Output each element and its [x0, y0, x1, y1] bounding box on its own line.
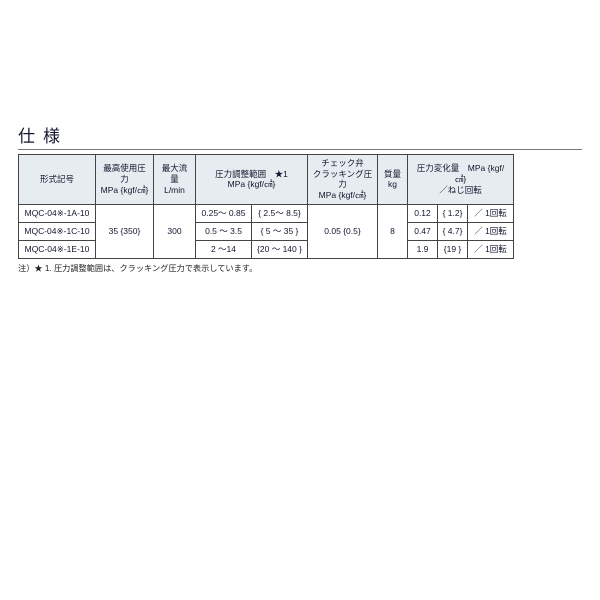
- col-max-pressure-l1: 最高使用圧力: [103, 163, 146, 184]
- cell-dp-kgf: { 1.2}: [438, 204, 468, 222]
- col-dp: 圧力変化量 MPa {kgf/㎠} ／ねじ回転: [408, 155, 514, 205]
- cell-cracking: 0.05 {0.5}: [308, 204, 378, 258]
- cell-adj-kgf: { 2.5～ 8.5}: [252, 204, 308, 222]
- col-mass-l2: kg: [388, 179, 397, 189]
- col-max-flow-l2: L/min: [164, 185, 185, 195]
- cell-dp-rot: ／ 1回転: [468, 204, 514, 222]
- col-mass: 質量 kg: [378, 155, 408, 205]
- cell-max-flow: 300: [154, 204, 196, 258]
- cell-adj-kgf: {20 ～ 140 }: [252, 240, 308, 258]
- heading-row: 仕様: [18, 122, 582, 150]
- cell-dp-mpa: 1.9: [408, 240, 438, 258]
- cell-dp-mpa: 0.12: [408, 204, 438, 222]
- cell-dp-mpa: 0.47: [408, 222, 438, 240]
- col-max-pressure-l2: MPa {kgf/㎠}: [101, 185, 149, 195]
- page: 仕様 形式記号 最高使用圧力 MPa {kgf/㎠} 最大流量: [0, 0, 600, 600]
- col-max-flow: 最大流量 L/min: [154, 155, 196, 205]
- col-dp-l2: ／ねじ回転: [439, 185, 482, 195]
- col-mass-l1: 質量: [384, 169, 401, 179]
- col-cracking-l1: チェック弁: [321, 158, 364, 168]
- col-cracking: チェック弁 クラッキング圧力 MPa {kgf/㎠}: [308, 155, 378, 205]
- cell-adj-mpa: 0.5 ～ 3.5: [196, 222, 252, 240]
- col-max-pressure: 最高使用圧力 MPa {kgf/㎠}: [96, 155, 154, 205]
- col-cracking-l3: MPa {kgf/㎠}: [319, 190, 367, 200]
- cell-dp-kgf: {19 }: [438, 240, 468, 258]
- table-row: MQC-04※-1E-10 2 ～14 {20 ～ 140 } 1.9 {19 …: [19, 240, 514, 258]
- cell-dp-rot: ／ 1回転: [468, 222, 514, 240]
- cell-model: MQC-04※-1A-10: [19, 204, 96, 222]
- cell-dp-kgf: { 4.7}: [438, 222, 468, 240]
- cell-dp-rot: ／ 1回転: [468, 240, 514, 258]
- table-row: MQC-04※-1C-10 0.5 ～ 3.5 { 5 ～ 35 } 0.47 …: [19, 222, 514, 240]
- col-adj-range-l1: 圧力調整範囲 ★1: [215, 169, 288, 179]
- section-heading: 仕様: [18, 127, 68, 146]
- footnote: 注）★ 1. 圧力調整範囲は、クラッキング圧力で表示しています。: [18, 262, 514, 274]
- col-max-flow-l1: 最大流量: [162, 163, 188, 184]
- col-model: 形式記号: [19, 155, 96, 205]
- cell-mass: 8: [378, 204, 408, 258]
- col-cracking-l2: クラッキング圧力: [313, 169, 372, 190]
- col-adj-range: 圧力調整範囲 ★1 MPa {kgf/㎠}: [196, 155, 308, 205]
- cell-model: MQC-04※-1C-10: [19, 222, 96, 240]
- cell-adj-kgf: { 5 ～ 35 }: [252, 222, 308, 240]
- header-row: 形式記号 最高使用圧力 MPa {kgf/㎠} 最大流量 L/min 圧力調整範…: [19, 155, 514, 205]
- cell-adj-mpa: 0.25～ 0.85: [196, 204, 252, 222]
- cell-max-pressure: 35 {350}: [96, 204, 154, 258]
- col-adj-range-l2: MPa {kgf/㎠}: [228, 179, 276, 189]
- table-row: MQC-04※-1A-10 35 {350} 300 0.25～ 0.85 { …: [19, 204, 514, 222]
- spec-table: 形式記号 最高使用圧力 MPa {kgf/㎠} 最大流量 L/min 圧力調整範…: [18, 154, 514, 259]
- cell-model: MQC-04※-1E-10: [19, 240, 96, 258]
- col-dp-l1: 圧力変化量 MPa {kgf/㎠}: [417, 163, 504, 184]
- cell-adj-mpa: 2 ～14: [196, 240, 252, 258]
- spec-table-wrapper: 形式記号 最高使用圧力 MPa {kgf/㎠} 最大流量 L/min 圧力調整範…: [18, 154, 514, 274]
